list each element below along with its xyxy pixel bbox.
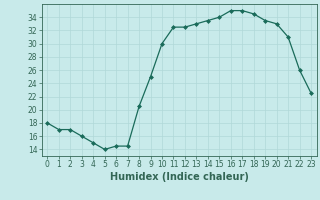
X-axis label: Humidex (Indice chaleur): Humidex (Indice chaleur) — [110, 172, 249, 182]
